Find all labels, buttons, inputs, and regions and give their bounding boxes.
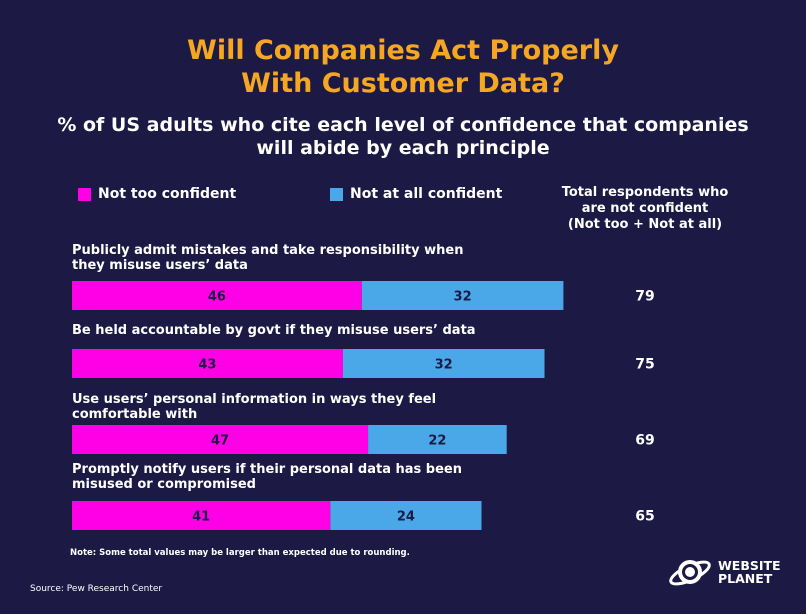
logo-text: WEBSITE PLANET: [718, 559, 781, 585]
legend-swatch-not-at-all-confident: [330, 187, 343, 201]
logo-line-2: PLANET: [718, 571, 773, 586]
data-label-not-at-all-confident-4: 24: [397, 510, 415, 525]
chart-subtitle: % of US adults who cite each level of co…: [20, 114, 786, 160]
data-label-not-at-all-confident-2: 32: [435, 358, 453, 373]
planet-logo-icon: [669, 560, 711, 586]
legend-item-not-too-confident: Not too confident: [78, 186, 236, 202]
title-line-2: With Customer Data?: [241, 68, 565, 99]
data-label-not-at-all-confident-3: 22: [428, 434, 446, 449]
subtitle-line-2: will abide by each principle: [256, 137, 550, 159]
bar-not-at-all-confident-2: [342, 349, 545, 378]
legend-label-not-too-confident: Not too confident: [98, 186, 237, 202]
data-label-not-too-confident-1: 46: [208, 290, 226, 305]
data-label-not-too-confident-4: 41: [192, 510, 210, 525]
legend-swatch-not-too-confident: [78, 187, 91, 201]
data-label-not-at-all-confident-1: 32: [454, 290, 472, 305]
logo-line-1: WEBSITE: [718, 558, 781, 573]
bar-not-too-confident-2: [72, 349, 343, 378]
total-value-1: 79: [635, 289, 654, 305]
legend-label-not-at-all-confident: Not at all confident: [350, 186, 503, 202]
source-text: Source: Pew Research Center: [30, 584, 163, 594]
total-value-3: 69: [635, 433, 654, 449]
bar-not-too-confident-3: [72, 425, 369, 454]
bar-not-too-confident-1: [72, 281, 362, 310]
total-header-line-2: are not confident: [581, 201, 709, 216]
bar-not-at-all-confident-1: [361, 281, 564, 310]
legend-item-not-at-all-confident: Not at all confident: [330, 186, 502, 202]
category-label-1: Publicly admit mistakes and take respons…: [72, 243, 463, 258]
data-label-not-too-confident-2: 43: [198, 358, 216, 373]
category-label-4: Promptly notify users if their personal …: [72, 462, 462, 477]
category-label-3: comfortable with: [72, 407, 197, 422]
bar-not-at-all-confident-4: [330, 501, 482, 530]
category-label-4: misused or compromised: [72, 477, 256, 492]
category-label-2: Be held accountable by govt if they misu…: [72, 323, 476, 338]
total-header-line-1: Total respondents who: [561, 185, 729, 200]
data-label-not-too-confident-3: 47: [211, 434, 229, 449]
footnote: Note: Some total values may be larger th…: [70, 548, 410, 558]
chart-title: Will Companies Act Properly With Custome…: [0, 34, 806, 100]
total-value-2: 75: [635, 357, 654, 373]
category-label-3: Use users’ personal information in ways …: [72, 392, 436, 407]
category-label-1: they misuse users’ data: [72, 258, 248, 273]
bar-not-too-confident-4: [72, 501, 331, 530]
total-value-4: 65: [635, 509, 654, 525]
total-column-header: Total respondents who are not confident …: [552, 185, 738, 233]
subtitle-line-1: % of US adults who cite each level of co…: [57, 114, 749, 136]
total-header-line-3: (Not too + Not at all): [567, 217, 723, 232]
title-line-1: Will Companies Act Properly: [187, 35, 619, 66]
bar-not-at-all-confident-3: [368, 425, 507, 454]
website-planet-logo: WEBSITE PLANET: [668, 553, 781, 591]
